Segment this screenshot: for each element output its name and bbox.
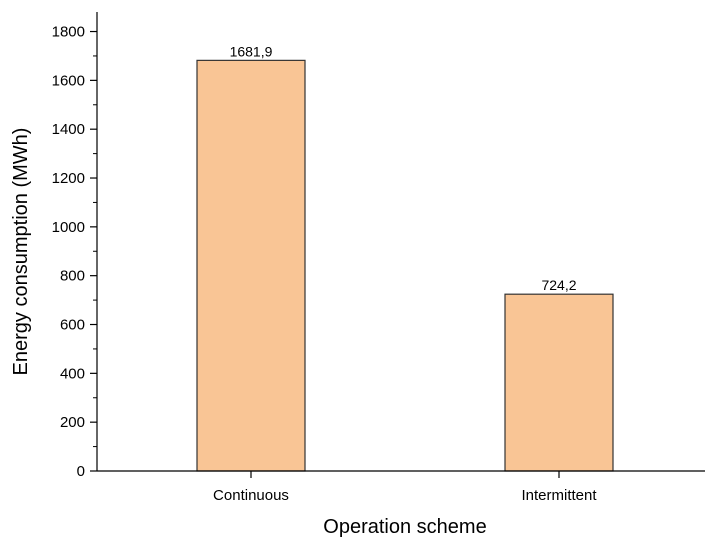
value-label-continuous: 1681,9 [230, 43, 273, 59]
y-tick-label: 200 [60, 414, 85, 431]
y-axis-title: Energy consumption (MWh) [10, 128, 32, 376]
bar-continuous [196, 59, 306, 472]
x-axis: Continuous Intermittent [97, 470, 705, 504]
y-axis: 0 200 400 600 800 1000 1200 1400 1600 1800 [52, 12, 98, 480]
bars-layer [196, 59, 614, 472]
value-labels-layer: 1681,9 724,2 [230, 43, 577, 293]
x-axis-title: Operation scheme [323, 516, 486, 538]
y-tick-label: 400 [60, 365, 85, 382]
bar-intermittent [504, 293, 614, 472]
x-tick-label-intermittent: Intermittent [521, 487, 597, 504]
y-tick-label: 1200 [52, 170, 85, 187]
y-tick-label: 1400 [52, 121, 85, 138]
y-tick-label: 1800 [52, 24, 85, 41]
y-tick-label: 1000 [52, 219, 85, 236]
y-tick-label: 1600 [52, 72, 85, 89]
value-label-intermittent: 724,2 [541, 277, 576, 293]
y-tick-label: 800 [60, 268, 85, 285]
y-tick-label: 0 [77, 463, 85, 480]
y-tick-label: 600 [60, 317, 85, 334]
x-tick-label-continuous: Continuous [213, 487, 289, 504]
